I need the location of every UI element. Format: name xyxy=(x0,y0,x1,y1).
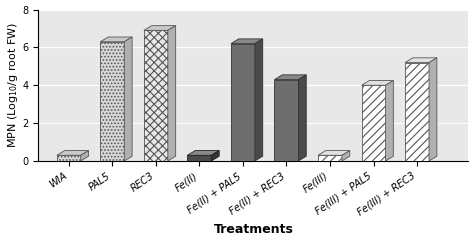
Polygon shape xyxy=(124,37,132,161)
Polygon shape xyxy=(405,58,437,62)
Polygon shape xyxy=(211,151,219,161)
X-axis label: Treatments: Treatments xyxy=(213,223,293,236)
Polygon shape xyxy=(255,39,263,161)
Polygon shape xyxy=(405,62,429,161)
Polygon shape xyxy=(385,81,393,161)
Polygon shape xyxy=(81,151,89,161)
Polygon shape xyxy=(318,155,342,161)
Polygon shape xyxy=(168,26,176,161)
Polygon shape xyxy=(362,85,385,161)
Polygon shape xyxy=(274,80,299,161)
Polygon shape xyxy=(362,81,393,85)
Polygon shape xyxy=(231,44,255,161)
Polygon shape xyxy=(144,26,176,30)
Polygon shape xyxy=(144,30,168,161)
Polygon shape xyxy=(299,75,306,161)
Polygon shape xyxy=(57,151,89,155)
Polygon shape xyxy=(187,151,219,155)
Y-axis label: MPN (Log$_{10}$/g root FW): MPN (Log$_{10}$/g root FW) xyxy=(6,22,19,148)
Polygon shape xyxy=(57,155,81,161)
Polygon shape xyxy=(231,39,263,44)
Polygon shape xyxy=(342,151,350,161)
Polygon shape xyxy=(100,42,124,161)
Polygon shape xyxy=(100,37,132,42)
Polygon shape xyxy=(274,75,306,80)
Polygon shape xyxy=(187,155,211,161)
Polygon shape xyxy=(318,151,350,155)
Polygon shape xyxy=(429,58,437,161)
